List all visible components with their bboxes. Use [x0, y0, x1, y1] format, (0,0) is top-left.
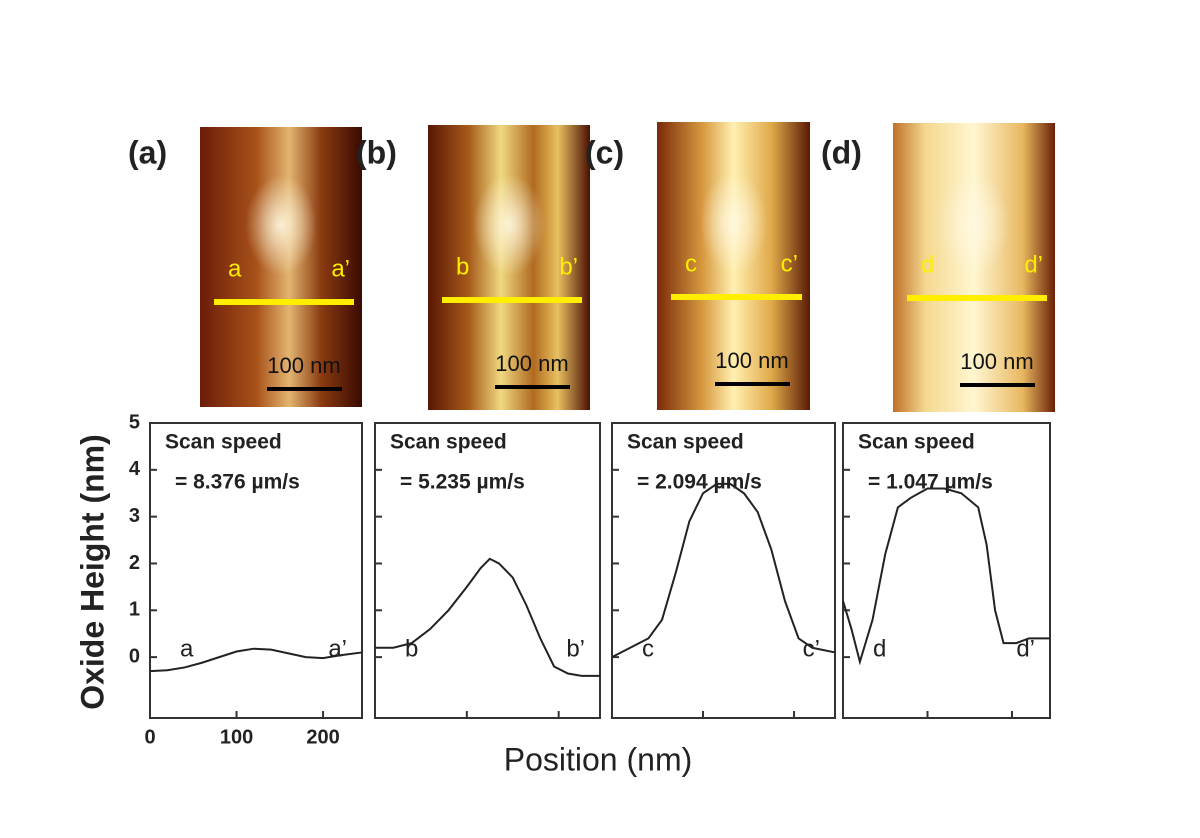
section-end-label: d’ [1024, 251, 1043, 278]
profile-end-label: b’ [566, 635, 585, 662]
annotation: Scan speed [858, 431, 975, 454]
panel-label: (d) [821, 134, 862, 170]
annotation: Scan speed [627, 431, 744, 454]
profile-start-label: b [405, 635, 418, 662]
plot-frame [374, 422, 601, 719]
scale-bar-label: 100 nm [267, 353, 340, 378]
section-start-label: b [456, 253, 469, 280]
afm-highlight [473, 173, 545, 277]
y-tick-label: 5 [129, 411, 140, 433]
section-end-label: a’ [331, 255, 350, 282]
x-tick-label: 100 [220, 726, 253, 748]
afm-highlight [245, 174, 317, 276]
afm-highlight [938, 172, 1010, 277]
profile-start-label: c [642, 635, 654, 662]
panel-label: (c) [585, 134, 624, 170]
plot-frame [149, 422, 363, 719]
annotation: = 5.235 µm/s [400, 471, 525, 494]
panel-label: (b) [356, 134, 397, 170]
annotation: = 8.376 µm/s [175, 471, 300, 494]
section-end-label: c’ [781, 250, 798, 277]
panel-label: (a) [128, 134, 167, 170]
profile-end-label: c’ [803, 635, 820, 662]
y-axis-label: Oxide Height (nm) [74, 434, 110, 710]
y-tick-label: 4 [129, 458, 141, 480]
section-start-label: d [921, 251, 934, 278]
section-start-label: a [228, 255, 242, 282]
profile-end-label: a’ [328, 635, 347, 662]
annotation: = 1.047 µm/s [868, 471, 993, 494]
x-axis-label: Position (nm) [504, 741, 693, 777]
plot-frame [842, 422, 1051, 719]
profile-end-label: d’ [1016, 635, 1035, 662]
y-tick-label: 3 [129, 505, 140, 527]
height-profile [375, 557, 600, 677]
x-tick-label: 0 [144, 726, 155, 748]
scale-bar-label: 100 nm [495, 351, 568, 376]
y-tick-label: 2 [129, 552, 140, 574]
annotation: Scan speed [165, 431, 282, 454]
height-profile [842, 487, 1050, 666]
annotation: = 2.094 µm/s [637, 471, 762, 494]
height-profile [149, 647, 363, 673]
scale-bar-label: 100 nm [715, 348, 788, 373]
afm-highlight [699, 170, 768, 275]
profile-start-label: a [180, 635, 194, 662]
y-tick-label: 0 [129, 645, 140, 667]
profile-start-label: d [873, 635, 886, 662]
annotation: Scan speed [390, 431, 507, 454]
y-tick-label: 1 [129, 599, 140, 621]
section-start-label: c [685, 250, 697, 277]
plot-frame [611, 422, 836, 719]
section-end-label: b’ [559, 253, 578, 280]
scale-bar-label: 100 nm [960, 349, 1033, 374]
x-tick-label: 200 [306, 726, 339, 748]
height-profile [611, 482, 836, 659]
